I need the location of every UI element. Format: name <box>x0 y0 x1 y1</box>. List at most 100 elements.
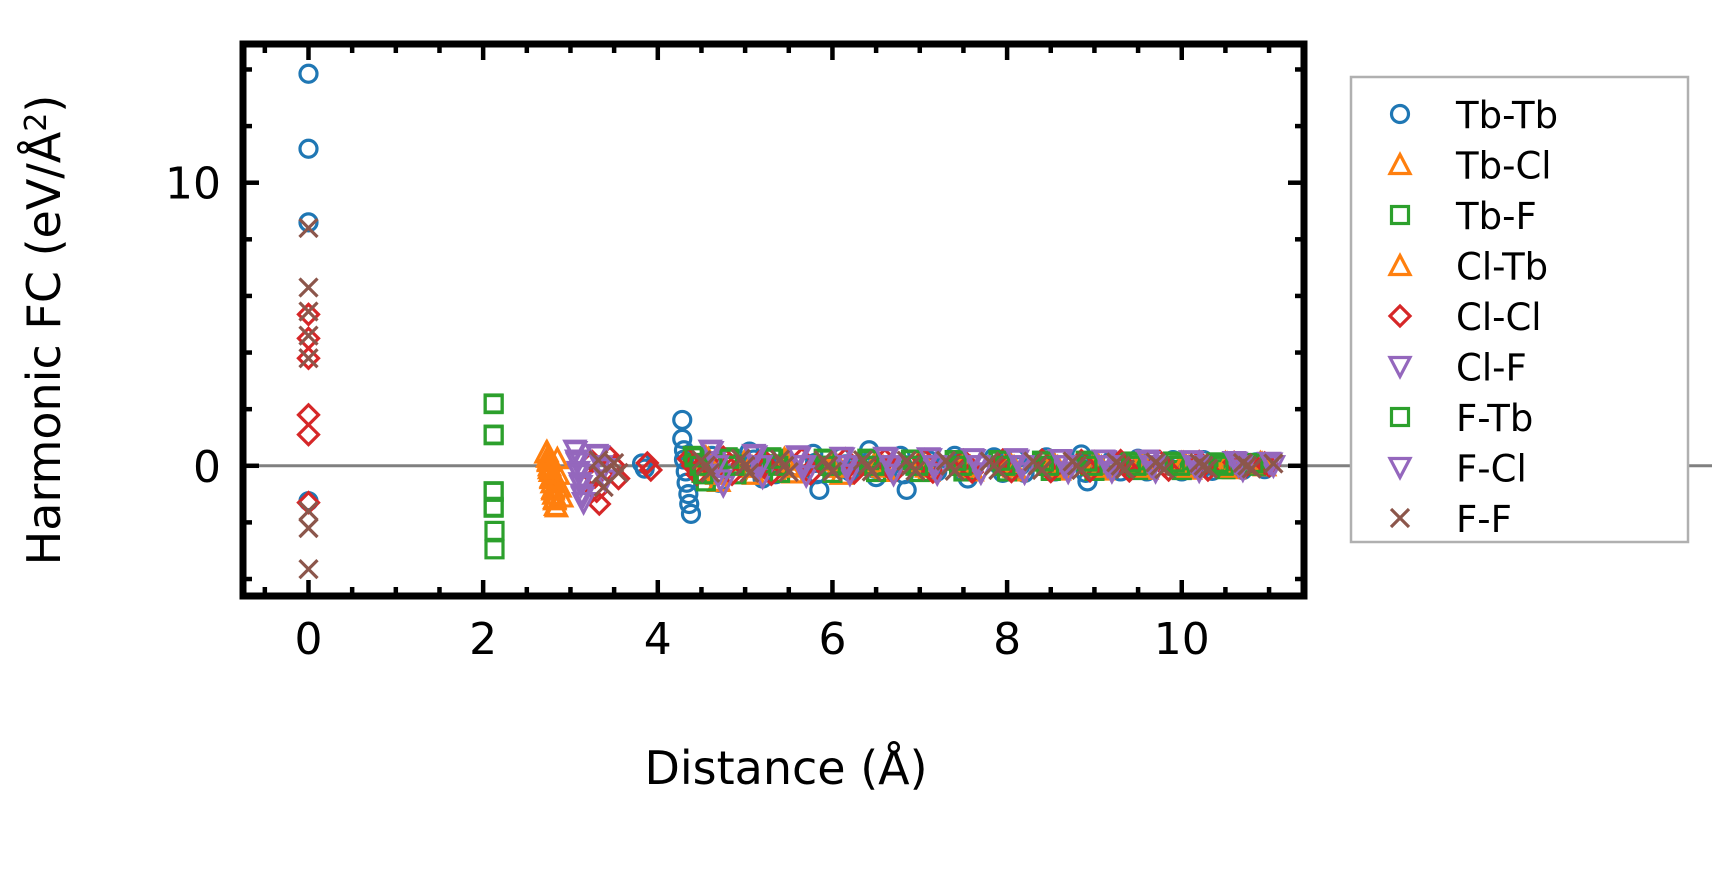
legend-item-f-f[interactable]: F-F <box>1389 498 1512 541</box>
data-point <box>672 428 693 449</box>
data-point <box>822 461 843 482</box>
legend-item-label: Cl-F <box>1456 347 1527 390</box>
data-point <box>543 493 570 518</box>
data-point <box>961 448 987 473</box>
triangle-up-marker-icon <box>1387 252 1413 277</box>
x-marker-icon <box>1389 507 1411 529</box>
data-point <box>1031 459 1053 481</box>
legend: Tb-Tb Tb-Cl Tb-F Cl-Tb Cl-Cl Cl-F F-Tb F-Cl F-F <box>1349 75 1690 544</box>
data-point <box>296 422 321 447</box>
data-point <box>791 455 818 480</box>
data-point <box>1263 453 1284 474</box>
x-tick-label: 6 <box>818 614 846 665</box>
data-point <box>1071 459 1092 481</box>
data-point <box>1004 449 1031 474</box>
legend-item-cl-tb[interactable]: Cl-Tb <box>1387 246 1548 289</box>
data-point <box>296 345 321 371</box>
data-point <box>704 455 730 480</box>
data-point <box>1197 458 1219 479</box>
y-tick-label: 10 <box>165 159 221 210</box>
triangle-down-marker-icon <box>1387 456 1413 481</box>
legend-item-f-tb[interactable]: F-Tb <box>1389 397 1534 440</box>
data-point <box>880 463 907 488</box>
data-point <box>679 493 700 515</box>
data-point <box>1154 459 1175 480</box>
legend-item-tb-cl[interactable]: Tb-Cl <box>1387 145 1552 188</box>
axes-frame <box>239 40 1308 600</box>
data-point <box>1048 449 1074 474</box>
legend-item-label: F-Cl <box>1456 448 1527 491</box>
data-point <box>298 517 319 539</box>
data-point <box>535 446 562 471</box>
data-point <box>296 302 321 327</box>
data-point <box>538 465 564 490</box>
data-point <box>1164 452 1185 473</box>
legend-item-label: Cl-Tb <box>1456 246 1548 289</box>
data-point <box>570 486 596 511</box>
data-point <box>809 479 830 500</box>
data-point <box>298 348 319 369</box>
legend-item-tb-f[interactable]: Tb-F <box>1389 195 1537 238</box>
data-point <box>861 461 882 482</box>
data-point <box>587 491 612 517</box>
square-marker-icon <box>1389 406 1411 428</box>
legend-item-tb-tb[interactable]: Tb-Tb <box>1389 94 1559 137</box>
data-point <box>608 462 629 483</box>
triangle-up-marker-icon <box>1387 151 1413 176</box>
data-point <box>700 462 721 483</box>
x-tick-label: 2 <box>469 614 497 665</box>
series-f-f <box>298 217 1284 580</box>
data-point <box>298 558 319 580</box>
data-point <box>483 497 504 518</box>
legend-item-label: F-F <box>1456 498 1512 541</box>
data-point <box>635 450 660 476</box>
data-point <box>778 461 799 483</box>
triangle-down-marker-icon <box>1387 355 1413 380</box>
data-point <box>298 217 319 239</box>
data-point <box>298 138 319 159</box>
data-point <box>905 460 926 482</box>
y-tick-label: 0 <box>193 442 221 493</box>
data-point <box>536 455 563 480</box>
data-point <box>484 539 505 560</box>
data-point <box>988 459 1009 481</box>
diamond-marker-icon <box>1387 303 1413 329</box>
data-point <box>298 212 319 233</box>
axis-tick-labels: 0 2 4 6 8 10 0 10 <box>165 159 1210 665</box>
data-point <box>944 460 965 482</box>
data-point <box>680 503 702 525</box>
legend-item-cl-f[interactable]: Cl-F <box>1387 347 1527 390</box>
legend-item-label: F-Tb <box>1456 397 1533 440</box>
legend-item-label: Cl-Cl <box>1456 296 1542 339</box>
data-point <box>749 466 776 491</box>
data-point <box>1092 450 1118 475</box>
data-point <box>672 409 693 431</box>
square-marker-icon <box>1389 204 1411 226</box>
data-point <box>896 479 917 500</box>
data-point <box>483 425 504 446</box>
data-point <box>1241 458 1262 479</box>
data-point <box>540 476 566 501</box>
data-point <box>1208 452 1229 474</box>
x-tick-label: 0 <box>294 614 322 665</box>
data-point <box>298 301 319 322</box>
x-axis-label: Distance (Å) <box>644 741 927 795</box>
data-point <box>1077 451 1098 472</box>
data-point <box>1258 452 1284 477</box>
data-point <box>835 455 861 480</box>
data-point <box>793 465 819 490</box>
legend-item-label: Tb-F <box>1455 195 1537 238</box>
data-point <box>566 463 592 488</box>
legend-item-cl-cl[interactable]: Cl-Cl <box>1387 296 1542 339</box>
data-point <box>564 452 591 477</box>
data-points-layer <box>296 63 1287 580</box>
legend-item-f-cl[interactable]: F-Cl <box>1387 448 1527 491</box>
legend-item-label: Tb-Tb <box>1455 94 1558 137</box>
data-point <box>604 452 625 474</box>
circle-marker-icon <box>1389 103 1411 125</box>
axis-ticks <box>243 44 1304 596</box>
x-tick-label: 4 <box>644 614 672 665</box>
data-point <box>298 325 319 346</box>
